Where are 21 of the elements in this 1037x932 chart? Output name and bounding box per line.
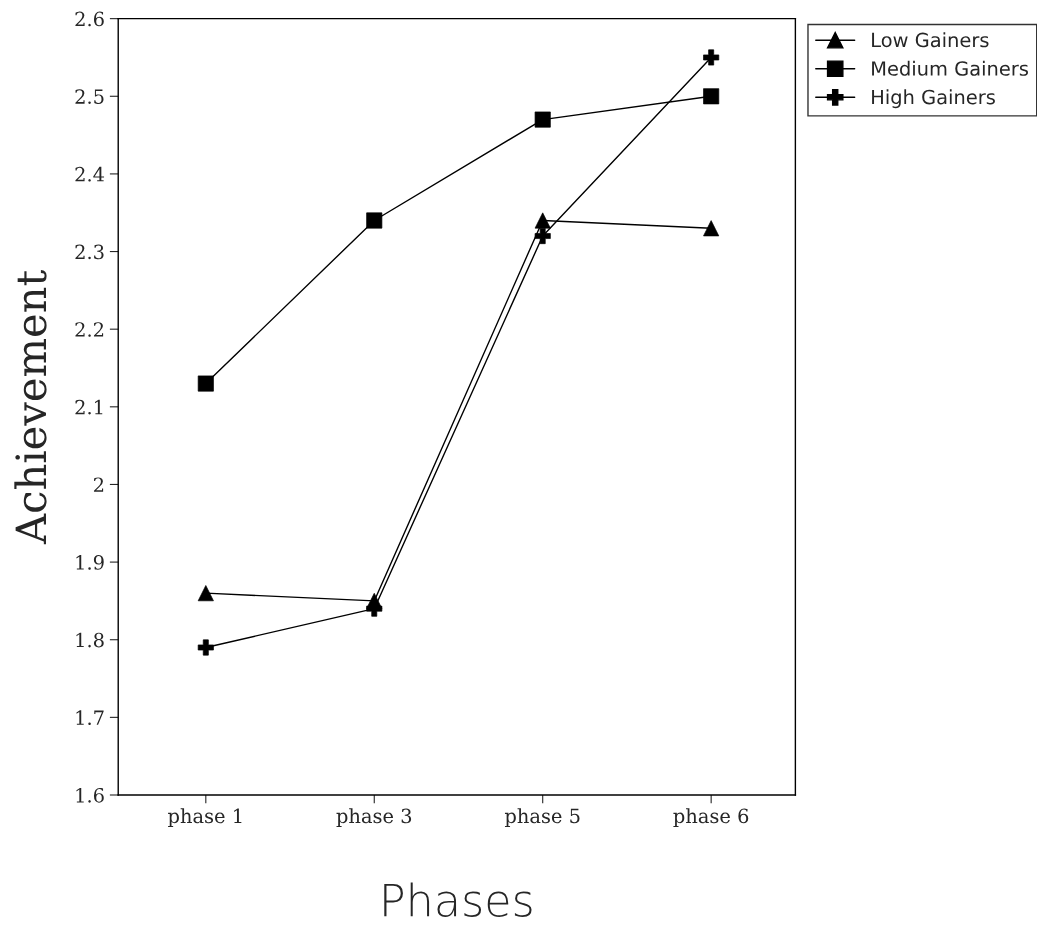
x-tick-label: phase 3 <box>336 808 412 828</box>
x-tick-label: phase 5 <box>504 808 580 828</box>
y-tick-label: 2.3 <box>75 244 104 260</box>
y-tick-label: 1.6 <box>76 787 104 803</box>
legend-label: Medium Gainers <box>872 60 1028 76</box>
point <box>197 585 214 602</box>
y-tick-label: 1.8 <box>76 632 104 648</box>
y-tick-label: 2.6 <box>75 11 104 27</box>
y-tick-label: 2.4 <box>75 166 105 182</box>
x-tick-label: phase 1 <box>168 808 242 828</box>
legend-label: High Gainers <box>872 89 995 109</box>
x-axis-title: Phases <box>384 882 532 917</box>
y-tick-label: 2.5 <box>75 89 104 104</box>
y-tick-label: 1.7 <box>76 710 104 726</box>
y-tick-label: 2.2 <box>75 322 104 337</box>
y-tick-label: 2 <box>93 477 104 492</box>
legend-label: Low Gainers <box>872 32 989 48</box>
y-tick-label: 2.1 <box>75 399 103 415</box>
y-tick-label: 1.9 <box>76 555 104 570</box>
x-tick-label: phase 6 <box>673 808 749 828</box>
y-axis-title: Achievement <box>14 270 47 545</box>
